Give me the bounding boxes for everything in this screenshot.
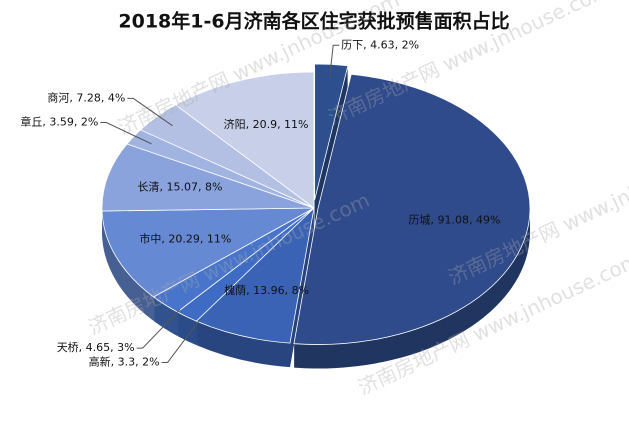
data-label: 章丘, 3.59, 2%	[20, 115, 98, 129]
data-label: 市中, 20.29, 11%	[139, 232, 231, 246]
chart-title: 2018年1-6月济南各区住宅获批预售面积占比	[118, 10, 509, 33]
data-label: 高新, 3.3, 2%	[89, 354, 160, 368]
slice	[101, 143, 315, 212]
data-label: 长清, 15.07, 8%	[137, 180, 222, 193]
data-label: 历下, 4.63, 2%	[341, 38, 419, 51]
leader-line	[161, 319, 200, 363]
data-label: 济阳, 20.9, 11%	[224, 117, 309, 131]
data-label: 天桥, 4.65, 3%	[57, 341, 135, 354]
leader-line	[127, 97, 173, 127]
data-label: 槐荫, 13.96, 8%	[224, 283, 309, 297]
slice	[101, 207, 315, 298]
leader-line	[329, 44, 340, 79]
slice	[174, 71, 315, 209]
leader-line	[100, 122, 152, 145]
data-label: 历城, 91.08, 49%	[409, 213, 501, 226]
leader-line	[136, 309, 181, 349]
slice	[293, 73, 531, 345]
data-label: 商河, 7.28, 4%	[47, 90, 125, 104]
